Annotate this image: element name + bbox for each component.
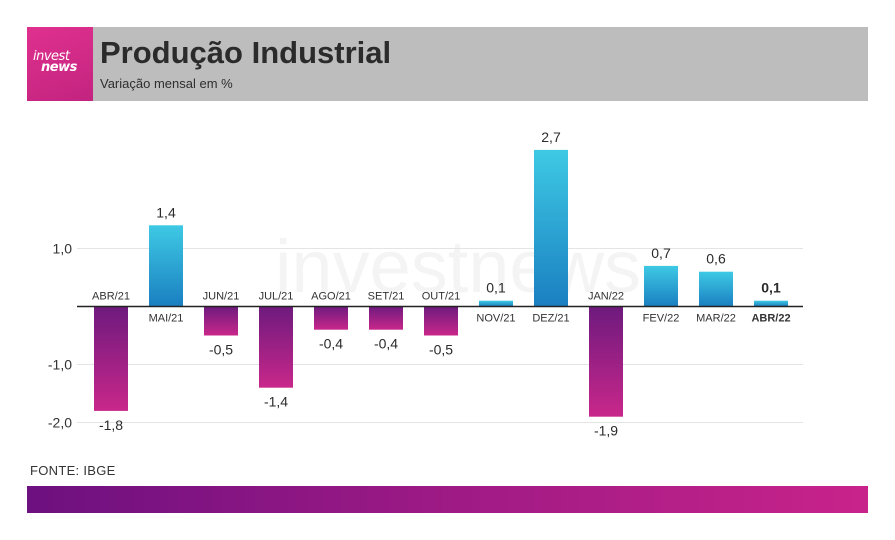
bar [314, 306, 348, 330]
bar [754, 300, 788, 307]
category-label: JAN/22 [588, 291, 624, 303]
logo-text-invest: invest [33, 49, 70, 64]
bar [534, 149, 568, 307]
bar [644, 265, 678, 307]
category-label: DEZ/21 [532, 313, 569, 325]
data-label: -0,5 [429, 342, 453, 358]
data-label: 2,7 [541, 129, 561, 145]
y-tick-label: -1,0 [48, 357, 72, 373]
data-label: 0,6 [706, 251, 726, 267]
category-label: MAI/21 [149, 313, 184, 325]
category-label: JUL/21 [259, 291, 294, 303]
data-label: 0,1 [761, 280, 781, 296]
category-label: ABR/21 [92, 291, 130, 303]
bar [699, 271, 733, 307]
logo-text-news: news [41, 60, 77, 75]
gridlines [77, 248, 803, 423]
data-label: 0,7 [651, 245, 671, 261]
bar [149, 225, 183, 307]
category-label: NOV/21 [476, 313, 515, 325]
chart-header: invest news Produção Industrial Variação… [27, 27, 868, 101]
bar [589, 306, 623, 417]
data-label: -1,4 [264, 394, 288, 410]
category-label: FEV/22 [643, 313, 680, 325]
chart-title: Produção Industrial [100, 35, 392, 70]
bars: -1,8 ABR/21 1,4 MAI/21 -0,5 JUN/21 -1,4 JUL/21 -… [92, 129, 791, 439]
y-tick-label: -2,0 [48, 415, 72, 431]
bar [479, 300, 513, 307]
data-label: -0,5 [209, 342, 233, 358]
bar [369, 306, 403, 330]
y-axis: 1,0 -1,0 -2,0 [48, 241, 72, 431]
data-label: 1,4 [156, 204, 176, 220]
data-label: -0,4 [319, 336, 343, 352]
investnews-logo: invest news [27, 27, 93, 101]
footer-bar [27, 486, 868, 513]
data-label: -0,4 [374, 336, 398, 352]
category-label: OUT/21 [422, 291, 461, 303]
bar [424, 306, 458, 336]
category-label: MAR/22 [696, 313, 736, 325]
category-label: ABR/22 [751, 313, 790, 325]
category-label: JUN/21 [203, 291, 240, 303]
data-label: -1,9 [594, 423, 618, 439]
chart-subtitle: Variação mensal em % [100, 76, 233, 91]
bar [259, 306, 293, 388]
bar [94, 306, 128, 411]
category-label: SET/21 [368, 291, 405, 303]
watermark: investnews [275, 225, 641, 308]
bar [204, 306, 238, 336]
source-note: FONTE: IBGE [30, 463, 116, 478]
y-tick-label: 1,0 [53, 241, 73, 257]
data-label: -1,8 [99, 417, 123, 433]
data-label: 0,1 [486, 280, 506, 296]
category-label: AGO/21 [311, 291, 351, 303]
